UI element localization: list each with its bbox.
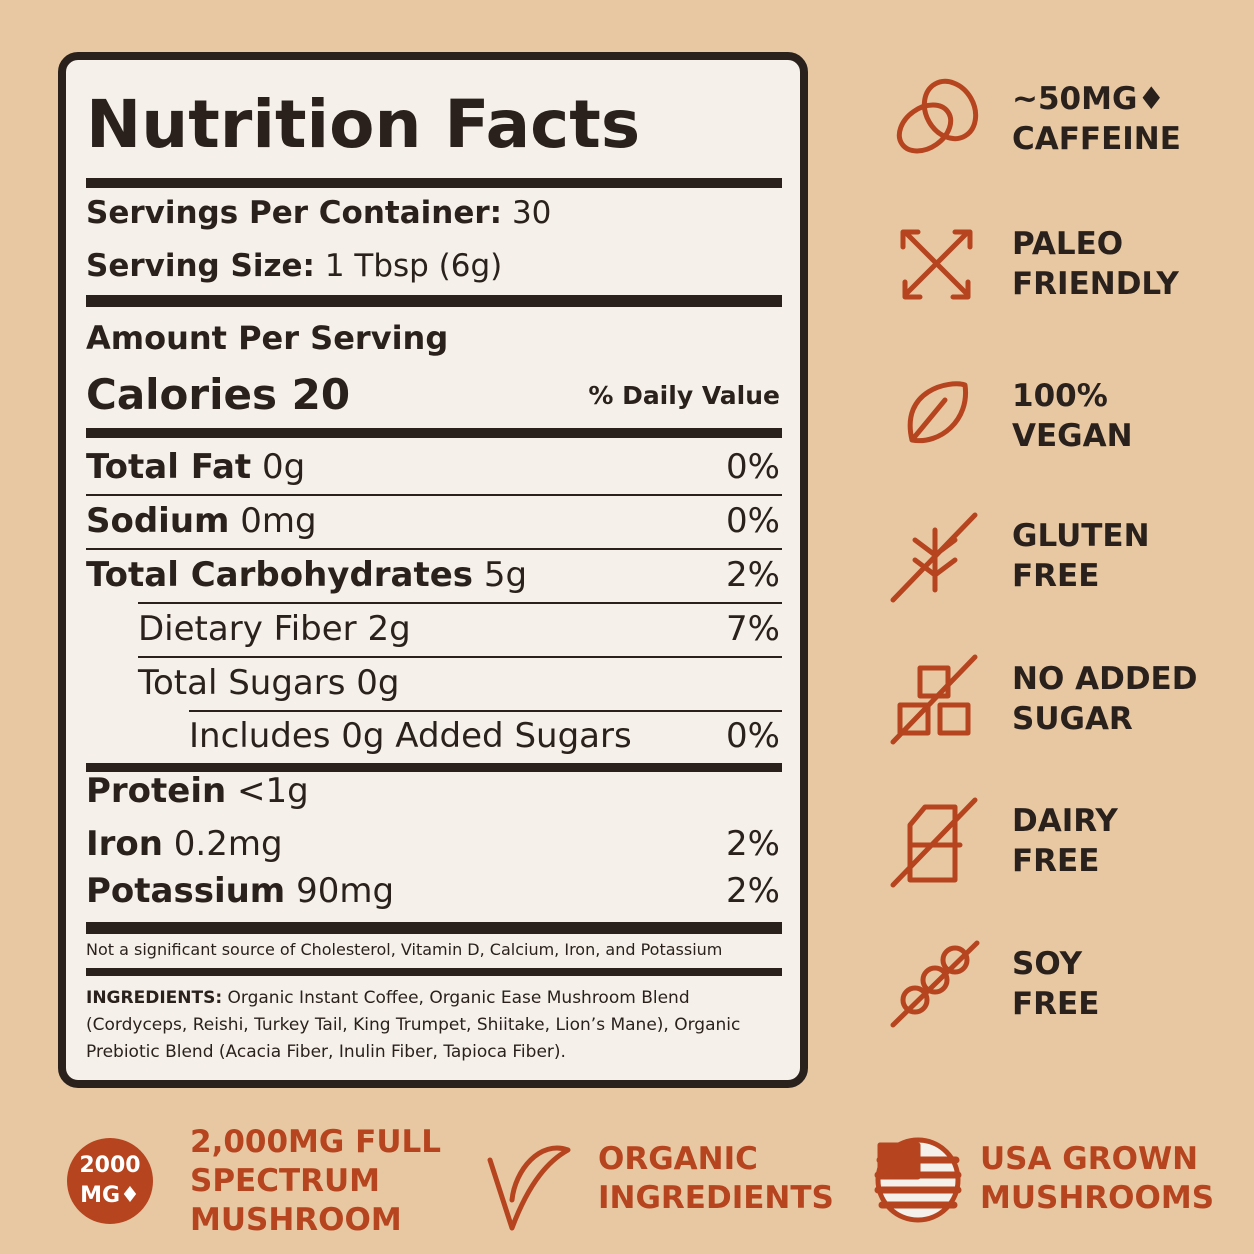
dv-heading: % Daily Value	[588, 381, 780, 410]
dose-text: MG♦	[80, 1183, 140, 1208]
nutrient-amount: 0mg	[240, 501, 317, 541]
nutrient-amount: 5g	[483, 555, 528, 595]
label-title: Nutrition Facts	[86, 86, 641, 163]
dairy-icon	[890, 797, 978, 888]
badge-text: DAIRY	[1012, 803, 1118, 839]
footnote: Not a significant source of Cholesterol,…	[86, 940, 723, 959]
badge-text: VEGAN	[1012, 418, 1133, 454]
nutrient-row: Total Carbohydrates 5g	[86, 558, 527, 592]
nutrient-row: Dietary Fiber 2g	[138, 612, 411, 646]
badge-text: SUGAR	[1012, 701, 1133, 737]
nutrient-amount: 2g	[367, 609, 411, 649]
gluten-icon	[890, 512, 978, 603]
rule	[86, 922, 782, 934]
servings: Servings Per Container: 30	[86, 198, 551, 229]
nutrient-name: Protein	[86, 771, 227, 811]
ingredients: INGREDIENTS: Organic Instant Coffee, Org…	[86, 985, 766, 1066]
serving-size-value: 1 Tbsp (6g)	[324, 248, 503, 284]
daily-value: 0%	[726, 716, 780, 756]
row-rule	[86, 494, 782, 496]
serving-size: Serving Size: 1 Tbsp (6g)	[86, 251, 502, 282]
rule	[86, 428, 782, 438]
badge-text: GLUTEN	[1012, 518, 1150, 554]
feature-text: MUSHROOMS	[980, 1180, 1215, 1216]
badge-text: NO ADDED	[1012, 661, 1198, 697]
organic-icon	[487, 1145, 571, 1231]
badge-text: SOY	[1012, 946, 1083, 982]
row-rule	[138, 656, 782, 658]
rule	[86, 295, 782, 307]
daily-value: 2%	[726, 555, 780, 595]
nutrient-name: Dietary Fiber	[138, 609, 357, 649]
nutrient-row: Total Sugars 0g	[138, 666, 399, 700]
feature-text: SPECTRUM	[190, 1163, 381, 1199]
dose-badge	[67, 1138, 153, 1224]
feature-text: 2,000MG FULL	[190, 1124, 441, 1160]
nutrient-row: Potassium 90mg	[86, 874, 394, 908]
nutrient-name: Total Carbohydrates	[86, 555, 474, 595]
nutrient-row: Iron 0.2mg	[86, 827, 283, 861]
nutrient-name: Potassium	[86, 871, 286, 911]
sugar-icon	[890, 654, 978, 745]
ingredients-label: INGREDIENTS:	[86, 988, 223, 1008]
rule	[86, 968, 782, 976]
nutrient-amount: 0.2mg	[173, 824, 283, 864]
paleo-icon	[900, 229, 973, 300]
feature-text: USA GROWN	[980, 1141, 1199, 1177]
nutrient-name: Iron	[86, 824, 163, 864]
feature-text: INGREDIENTS	[598, 1180, 834, 1216]
row-rule	[138, 602, 782, 604]
feature-text: MUSHROOM	[190, 1202, 402, 1238]
badge-text: FRIENDLY	[1012, 266, 1179, 302]
ingredients-text: Organic Instant Coffee, Organic Ease Mus…	[86, 988, 741, 1062]
nutrient-row: Includes 0g Added Sugars	[189, 719, 632, 753]
feature-text: ORGANIC	[598, 1141, 758, 1177]
badge-text: FREE	[1012, 558, 1100, 594]
nutrient-name: Sodium	[86, 501, 230, 541]
dose-text: 2000	[79, 1153, 141, 1178]
badge-text: FREE	[1012, 986, 1100, 1022]
nutrient-row: Sodium 0mg	[86, 504, 317, 538]
coffee-icon	[896, 78, 979, 154]
daily-value: 2%	[726, 871, 780, 911]
amount-heading: Amount Per Serving	[86, 319, 449, 357]
badge-text: CAFFEINE	[1012, 121, 1181, 157]
badge-text: 100%	[1012, 378, 1108, 414]
nutrient-name: Total Fat	[86, 447, 252, 487]
daily-value: 7%	[726, 609, 780, 649]
nutrient-row: Protein <1g	[86, 774, 309, 808]
servings-label: Servings Per Container:	[86, 195, 503, 231]
nutrient-amount: 90mg	[296, 871, 395, 911]
nutrient-row: Total Fat 0g	[86, 450, 305, 484]
nutrient-amount: 0g	[261, 447, 306, 487]
daily-value: 2%	[726, 824, 780, 864]
badge-text: FREE	[1012, 843, 1100, 879]
nutrient-name: Includes 0g Added Sugars	[189, 716, 632, 756]
daily-value: 0%	[726, 501, 780, 541]
rule	[86, 178, 782, 188]
row-rule	[86, 548, 782, 550]
daily-value: 0%	[726, 447, 780, 487]
serving-size-label: Serving Size:	[86, 248, 315, 284]
vegan-icon	[907, 381, 969, 444]
badge-text: PALEO	[1012, 226, 1124, 262]
soy-icon	[890, 940, 980, 1028]
nutrient-amount: 0g	[356, 663, 400, 703]
rule	[86, 763, 782, 772]
nutrient-amount: <1g	[237, 771, 309, 811]
label-box	[58, 52, 808, 1088]
row-rule	[189, 710, 782, 712]
nutrient-name: Total Sugars	[138, 663, 346, 703]
calories: Calories 20	[86, 370, 351, 419]
servings-value: 30	[511, 195, 552, 231]
badge-text: ~50MG♦	[1012, 81, 1166, 117]
flag-icon	[874, 1137, 962, 1223]
